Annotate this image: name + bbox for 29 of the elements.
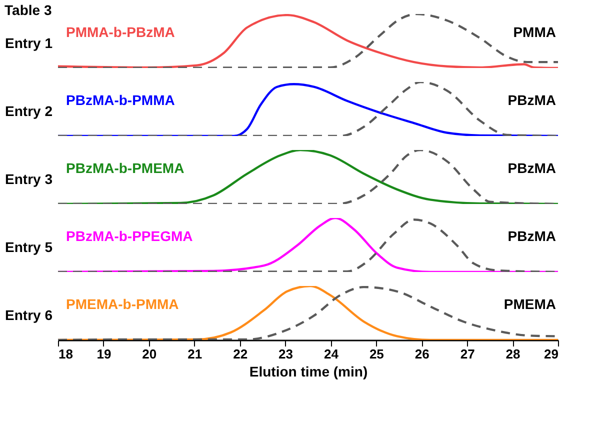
x-tick-label: 19 bbox=[96, 346, 112, 362]
x-tick-label: 23 bbox=[278, 346, 294, 362]
x-tick-label: 21 bbox=[188, 346, 202, 362]
x-tick-label: 22 bbox=[233, 346, 248, 362]
y-axis-title: Entry 1 bbox=[5, 35, 53, 52]
y-axis-title: Entry 2 bbox=[5, 103, 53, 120]
series-label: PMEMA-b-PMMA bbox=[66, 296, 179, 312]
x-tick-label: 18 bbox=[58, 346, 73, 362]
chart-title: Table 3 bbox=[4, 2, 52, 18]
y-axis-title: Entry 5 bbox=[5, 239, 53, 256]
y-axis-title: Entry 6 bbox=[5, 307, 53, 324]
series-label: PBzMA-b-PMEMA bbox=[66, 160, 184, 176]
series-label: PBzMA bbox=[508, 228, 556, 244]
x-tick-label: 29 bbox=[544, 346, 558, 362]
series-label: PMEMA bbox=[504, 296, 556, 312]
series-label: PBzMA bbox=[508, 92, 556, 108]
series-label: PBzMA-b-PPEGMA bbox=[66, 228, 193, 244]
text: PBzMA-b-PMMA bbox=[66, 92, 175, 108]
x-tick-label: 24 bbox=[324, 346, 340, 362]
x-tick-label: 27 bbox=[460, 346, 475, 362]
series-label: PBzMA bbox=[508, 160, 556, 176]
x-tick-label: 26 bbox=[414, 346, 430, 362]
y-axis-title: Entry 3 bbox=[5, 171, 53, 188]
series-label: PMMA-b-PBzMA bbox=[66, 24, 175, 40]
x-tick-label: 25 bbox=[369, 346, 384, 362]
x-tick-label: 20 bbox=[142, 346, 157, 362]
x-axis-title: Elution time (min) bbox=[249, 364, 368, 380]
series-label: PMMA bbox=[513, 24, 556, 40]
x-tick-label: 28 bbox=[506, 346, 520, 362]
